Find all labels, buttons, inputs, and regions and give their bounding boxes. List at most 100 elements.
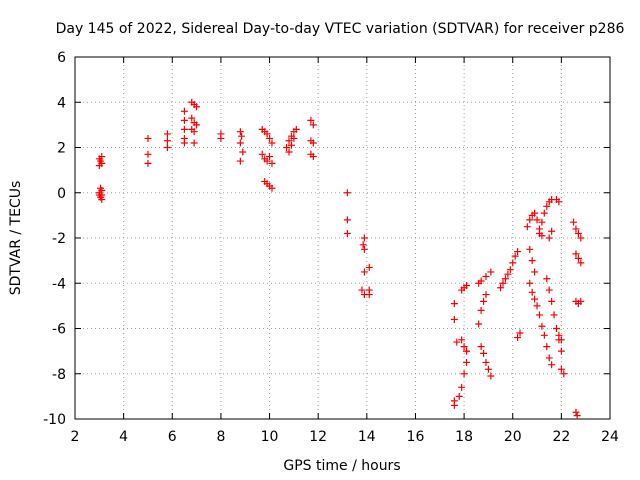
data-point	[95, 162, 103, 170]
data-point	[572, 250, 580, 258]
data-point	[555, 331, 563, 339]
data-point	[528, 288, 536, 296]
x-tick-label: 4	[119, 429, 128, 445]
data-point	[365, 263, 373, 271]
data-point	[193, 103, 201, 111]
data-point	[482, 291, 490, 299]
data-point	[484, 365, 492, 373]
data-point	[477, 277, 485, 285]
data-point	[574, 229, 582, 237]
data-point	[543, 275, 551, 283]
data-point	[533, 216, 541, 224]
y-tick-label: -2	[52, 231, 66, 247]
data-point	[550, 311, 558, 319]
x-tick-label: 18	[455, 429, 473, 445]
data-point	[540, 209, 548, 217]
data-point	[98, 153, 106, 161]
data-point	[163, 137, 171, 145]
x-axis-label: GPS time / hours	[283, 458, 400, 474]
y-tick-label: 0	[57, 186, 66, 202]
data-point	[548, 297, 556, 305]
data-point	[239, 148, 247, 156]
data-point	[482, 358, 490, 366]
data-point	[188, 114, 196, 122]
data-point	[526, 279, 534, 287]
data-point	[572, 408, 580, 416]
data-point	[475, 320, 483, 328]
data-point	[343, 189, 351, 197]
data-point	[309, 153, 317, 161]
data-point	[540, 331, 548, 339]
data-point	[180, 125, 188, 133]
data-point	[538, 322, 546, 330]
data-point	[482, 272, 490, 280]
data-point	[190, 128, 198, 136]
data-point	[144, 159, 152, 167]
data-point	[531, 268, 539, 276]
data-point	[450, 401, 458, 409]
data-point	[358, 286, 366, 294]
data-point	[526, 216, 534, 224]
data-point	[309, 139, 317, 147]
x-tick-label: 20	[504, 429, 522, 445]
data-point	[360, 234, 368, 242]
data-point	[285, 148, 293, 156]
data-point	[180, 107, 188, 115]
y-tick-label: -8	[52, 367, 66, 383]
data-point	[460, 343, 468, 351]
data-point	[266, 134, 274, 142]
data-point	[268, 184, 276, 192]
data-point	[548, 227, 556, 235]
data-point	[514, 334, 522, 342]
data-point	[487, 268, 495, 276]
data-point	[238, 132, 246, 140]
data-point	[553, 325, 560, 332]
data-point	[455, 392, 463, 400]
data-point	[535, 229, 543, 237]
data-point	[98, 191, 106, 199]
data-point	[577, 297, 585, 305]
data-point	[309, 121, 317, 129]
x-tick-label: 6	[168, 429, 177, 445]
data-point	[290, 134, 298, 142]
data-point	[545, 354, 553, 362]
data-point	[463, 282, 471, 290]
data-point	[555, 198, 563, 206]
data-point	[292, 125, 300, 133]
data-point	[501, 275, 509, 283]
data-point	[453, 338, 461, 346]
data-point	[359, 241, 367, 249]
data-point	[458, 383, 466, 391]
data-point	[287, 141, 295, 149]
data-point	[509, 259, 517, 267]
data-point	[343, 229, 351, 237]
data-point	[463, 358, 471, 366]
data-point	[258, 150, 266, 158]
data-point	[577, 259, 585, 267]
data-point	[526, 245, 534, 253]
data-point	[557, 347, 565, 355]
data-point	[514, 248, 522, 256]
data-point	[450, 300, 458, 308]
data-point	[504, 270, 512, 278]
y-tick-label: 6	[57, 50, 66, 66]
data-point	[144, 134, 152, 142]
data-point	[180, 116, 188, 124]
data-point	[497, 284, 505, 292]
y-tick-label: -4	[52, 276, 66, 292]
data-point	[263, 130, 271, 138]
data-point	[477, 306, 485, 314]
data-point	[266, 153, 274, 161]
data-point	[268, 159, 276, 167]
x-tick-label: 2	[71, 429, 80, 445]
data-point	[531, 209, 539, 217]
chart-title: Day 145 of 2022, Sidereal Day-to-day VTE…	[56, 21, 625, 37]
grid-lines	[75, 57, 610, 419]
data-point	[516, 329, 524, 337]
data-point	[268, 139, 276, 147]
data-point	[236, 139, 244, 147]
data-point	[531, 295, 539, 303]
data-point	[577, 234, 585, 242]
data-point	[193, 121, 201, 129]
